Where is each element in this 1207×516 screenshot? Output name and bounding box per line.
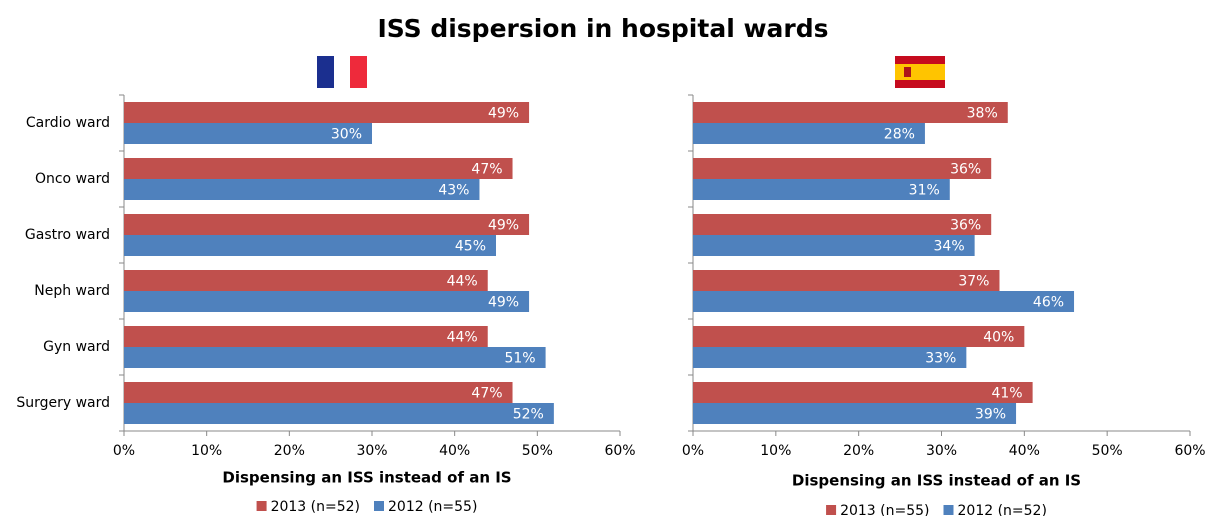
axis-title: Dispensing an ISS instead of an IS [792, 472, 1081, 490]
x-tick-label: 50% [522, 443, 553, 459]
data-label: 28% [884, 127, 915, 143]
chart-title: ISS dispersion in hospital wards [377, 14, 828, 43]
x-tick-label: 20% [274, 443, 305, 459]
bar [124, 179, 480, 200]
legend-swatch [256, 501, 267, 511]
data-label: 31% [909, 183, 940, 199]
axis-title: Dispensing an ISS instead of an IS [222, 469, 511, 487]
data-label: 30% [331, 127, 362, 143]
bar [693, 214, 992, 235]
data-label: 38% [967, 106, 998, 122]
legend-swatch [374, 501, 384, 511]
x-tick-label: 30% [926, 443, 957, 459]
bar [693, 158, 992, 179]
data-label: 44% [447, 274, 478, 290]
x-tick-label: 10% [760, 443, 791, 459]
legend: 2013 (n=52) 2012 (n=55) [256, 499, 477, 515]
y-tick-label: Surgery ward [16, 395, 110, 411]
data-label: 45% [455, 239, 486, 255]
data-label: 36% [950, 218, 981, 234]
x-tick-label: 60% [1174, 443, 1205, 459]
data-label: 39% [975, 407, 1006, 423]
bar [693, 179, 950, 200]
y-tick-label: Gyn ward [43, 339, 110, 355]
flag-stripe [350, 56, 367, 88]
bar [693, 123, 925, 144]
flag-spain [895, 56, 945, 88]
legend-swatch [826, 505, 837, 515]
bar [124, 270, 488, 291]
x-tick-label: 60% [604, 443, 635, 459]
data-label: 34% [934, 239, 965, 255]
data-label: 36% [950, 162, 981, 178]
bar [124, 158, 513, 179]
legend: 2013 (n=55) 2012 (n=52) [826, 503, 1047, 516]
flag-stripe [317, 56, 334, 88]
y-tick-label: Cardio ward [26, 115, 110, 131]
y-tick-label: Neph ward [34, 283, 110, 299]
x-tick-label: 10% [191, 443, 222, 459]
legend-label: 2013 (n=52) [271, 499, 360, 515]
data-label: 41% [991, 386, 1022, 402]
data-label: 47% [471, 386, 502, 402]
data-label: 33% [925, 351, 956, 367]
bar [693, 102, 1008, 123]
data-label: 49% [488, 106, 519, 122]
y-tick-label: Gastro ward [25, 227, 110, 243]
x-tick-label: 50% [1092, 443, 1123, 459]
bar [693, 403, 1017, 424]
bar [124, 102, 530, 123]
bar [693, 270, 1000, 291]
data-label: 37% [958, 274, 989, 290]
legend-label: 2012 (n=52) [958, 503, 1047, 516]
bar [124, 403, 554, 424]
data-label: 40% [983, 330, 1014, 346]
x-tick-label: 20% [843, 443, 874, 459]
flag-france [317, 56, 367, 88]
data-label: 46% [1033, 295, 1064, 311]
x-tick-label: 30% [356, 443, 387, 459]
data-label: 47% [471, 162, 502, 178]
x-tick-label: 40% [1009, 443, 1040, 459]
bar [124, 347, 546, 368]
bar [124, 291, 530, 312]
x-tick-label: 0% [682, 443, 704, 459]
bar [124, 382, 513, 403]
flag-stripe [895, 64, 945, 80]
bar [124, 326, 488, 347]
bar [693, 291, 1075, 312]
flag-emblem [904, 67, 911, 77]
data-label: 49% [488, 218, 519, 234]
bar [693, 235, 975, 256]
bar [693, 326, 1025, 347]
x-tick-label: 0% [113, 443, 135, 459]
bar [124, 123, 372, 144]
data-label: 43% [438, 183, 469, 199]
bar [124, 235, 496, 256]
bar [693, 347, 967, 368]
bar [124, 214, 530, 235]
legend-label: 2013 (n=55) [840, 503, 929, 516]
data-label: 49% [488, 295, 519, 311]
legend-label: 2012 (n=55) [388, 499, 477, 515]
bar [693, 382, 1033, 403]
data-label: 51% [504, 351, 535, 367]
x-tick-label: 40% [439, 443, 470, 459]
y-tick-label: Onco ward [35, 171, 110, 187]
legend-swatch [943, 505, 954, 515]
data-label: 52% [513, 407, 544, 423]
data-label: 44% [447, 330, 478, 346]
